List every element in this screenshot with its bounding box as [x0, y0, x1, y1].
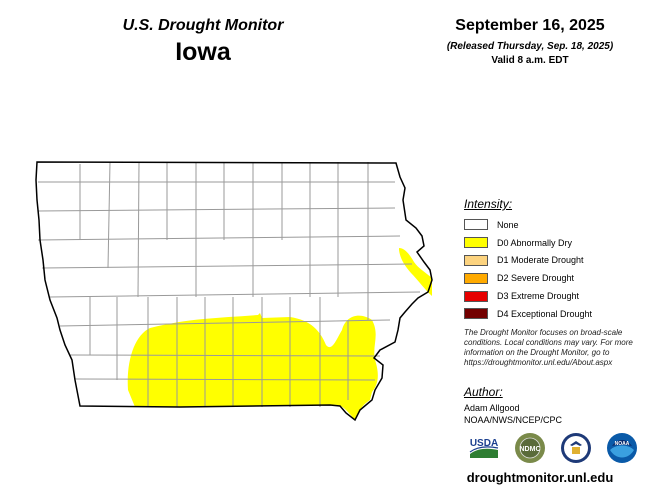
legend-item-none: None [464, 216, 644, 234]
map-date: September 16, 2025 [455, 17, 605, 34]
legend-swatch-d2 [464, 272, 488, 284]
release-date: (Released Thursday, Sep. 18, 2025) [446, 41, 614, 52]
legend-swatch-d3 [464, 290, 488, 302]
d0-area-northeast [399, 248, 432, 296]
author-name: Adam Allgood [464, 403, 520, 413]
legend-item-d2: D2 Severe Drought [464, 269, 644, 287]
legend-label: D4 Exceptional Drought [497, 308, 593, 319]
disclaimer-note: The Drought Monitor focuses on broad-sca… [464, 328, 633, 367]
iowa-state-outline [35, 161, 433, 422]
legend-swatch-d0 [464, 237, 488, 249]
legend-label: D0 Abnormally Dry [497, 237, 573, 248]
svg-text:NOAA: NOAA [615, 441, 630, 447]
legend-label: None [497, 219, 519, 230]
author-heading: Author: [464, 385, 503, 399]
usda-logo-icon: USDA [469, 438, 498, 458]
intensity-legend: Intensity: None D0 Abnormally Dry D1 Mod… [464, 197, 644, 323]
valid-time: Valid 8 a.m. EDT [491, 55, 569, 66]
d0-area-south [127, 313, 378, 420]
legend-title: Intensity: [464, 197, 513, 211]
legend-item-d3: D3 Extreme Drought [464, 287, 644, 305]
state-title: Iowa [175, 38, 231, 66]
svg-text:NDMC: NDMC [520, 446, 541, 453]
legend-swatch-d1 [464, 254, 488, 266]
author-org: NOAA/NWS/NCEP/CPC [464, 415, 563, 425]
legend-item-d0: D0 Abnormally Dry [464, 234, 644, 252]
partner-logos: USDA NDMC NOAA [468, 432, 638, 466]
legend-swatch-none [464, 219, 488, 231]
svg-text:USDA: USDA [470, 438, 498, 449]
program-title: U.S. Drought Monitor [122, 17, 284, 34]
ndmc-logo-icon: NDMC [515, 433, 545, 463]
county-lines [37, 161, 421, 407]
legend-label: D2 Severe Drought [497, 273, 575, 284]
commerce-logo-icon [561, 433, 591, 463]
legend-swatch-d4 [464, 308, 488, 320]
legend-item-d1: D1 Moderate Drought [464, 252, 644, 270]
legend-item-d4: D4 Exceptional Drought [464, 305, 644, 323]
noaa-logo-icon: NOAA [607, 433, 637, 463]
website-link[interactable]: droughtmonitor.unl.edu [466, 470, 614, 485]
legend-label: D3 Extreme Drought [497, 291, 580, 302]
legend-label: D1 Moderate Drought [497, 255, 584, 266]
